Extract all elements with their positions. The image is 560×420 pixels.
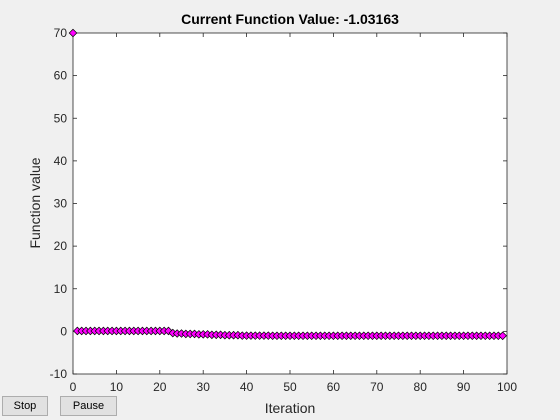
y-tick-label: 60 <box>54 69 68 83</box>
y-axis-ticks: -10 0 10 20 30 40 50 60 70 <box>50 26 507 381</box>
axes-background <box>72 32 508 375</box>
y-tick-label: 40 <box>54 154 68 168</box>
y-tick-label: 70 <box>54 26 68 40</box>
data-markers <box>68 28 507 341</box>
x-tick-label: 60 <box>327 380 341 394</box>
stop-button[interactable]: Stop <box>2 396 48 416</box>
y-tick-label: 30 <box>54 197 68 211</box>
y-tick-label: 0 <box>60 324 67 338</box>
x-tick-label: 10 <box>110 380 124 394</box>
x-axis-label: Iteration <box>265 400 316 416</box>
y-tick-label: -10 <box>50 367 68 381</box>
y-axis-label: Function value <box>27 157 43 248</box>
x-tick-label: 20 <box>153 380 167 394</box>
x-tick-label: 50 <box>283 380 297 394</box>
data-point-marker <box>164 326 173 336</box>
y-tick-label: 50 <box>54 111 68 125</box>
x-tick-label: 90 <box>457 380 471 394</box>
y-tick-label: 10 <box>54 282 68 296</box>
pause-button[interactable]: Pause <box>60 396 117 416</box>
x-axis-ticks: 0 10 20 30 40 50 60 70 80 90 100 <box>70 33 517 394</box>
x-tick-label: 0 <box>70 380 77 394</box>
data-point-marker <box>68 28 78 38</box>
x-tick-label: 80 <box>414 380 428 394</box>
x-tick-label: 40 <box>240 380 254 394</box>
data-point-marker <box>498 331 507 341</box>
x-tick-label: 30 <box>197 380 211 394</box>
x-tick-label: 70 <box>370 380 384 394</box>
chart-title: Current Function Value: -1.03163 <box>181 11 399 27</box>
x-tick-label: 100 <box>497 380 517 394</box>
y-tick-label: 20 <box>54 239 68 253</box>
